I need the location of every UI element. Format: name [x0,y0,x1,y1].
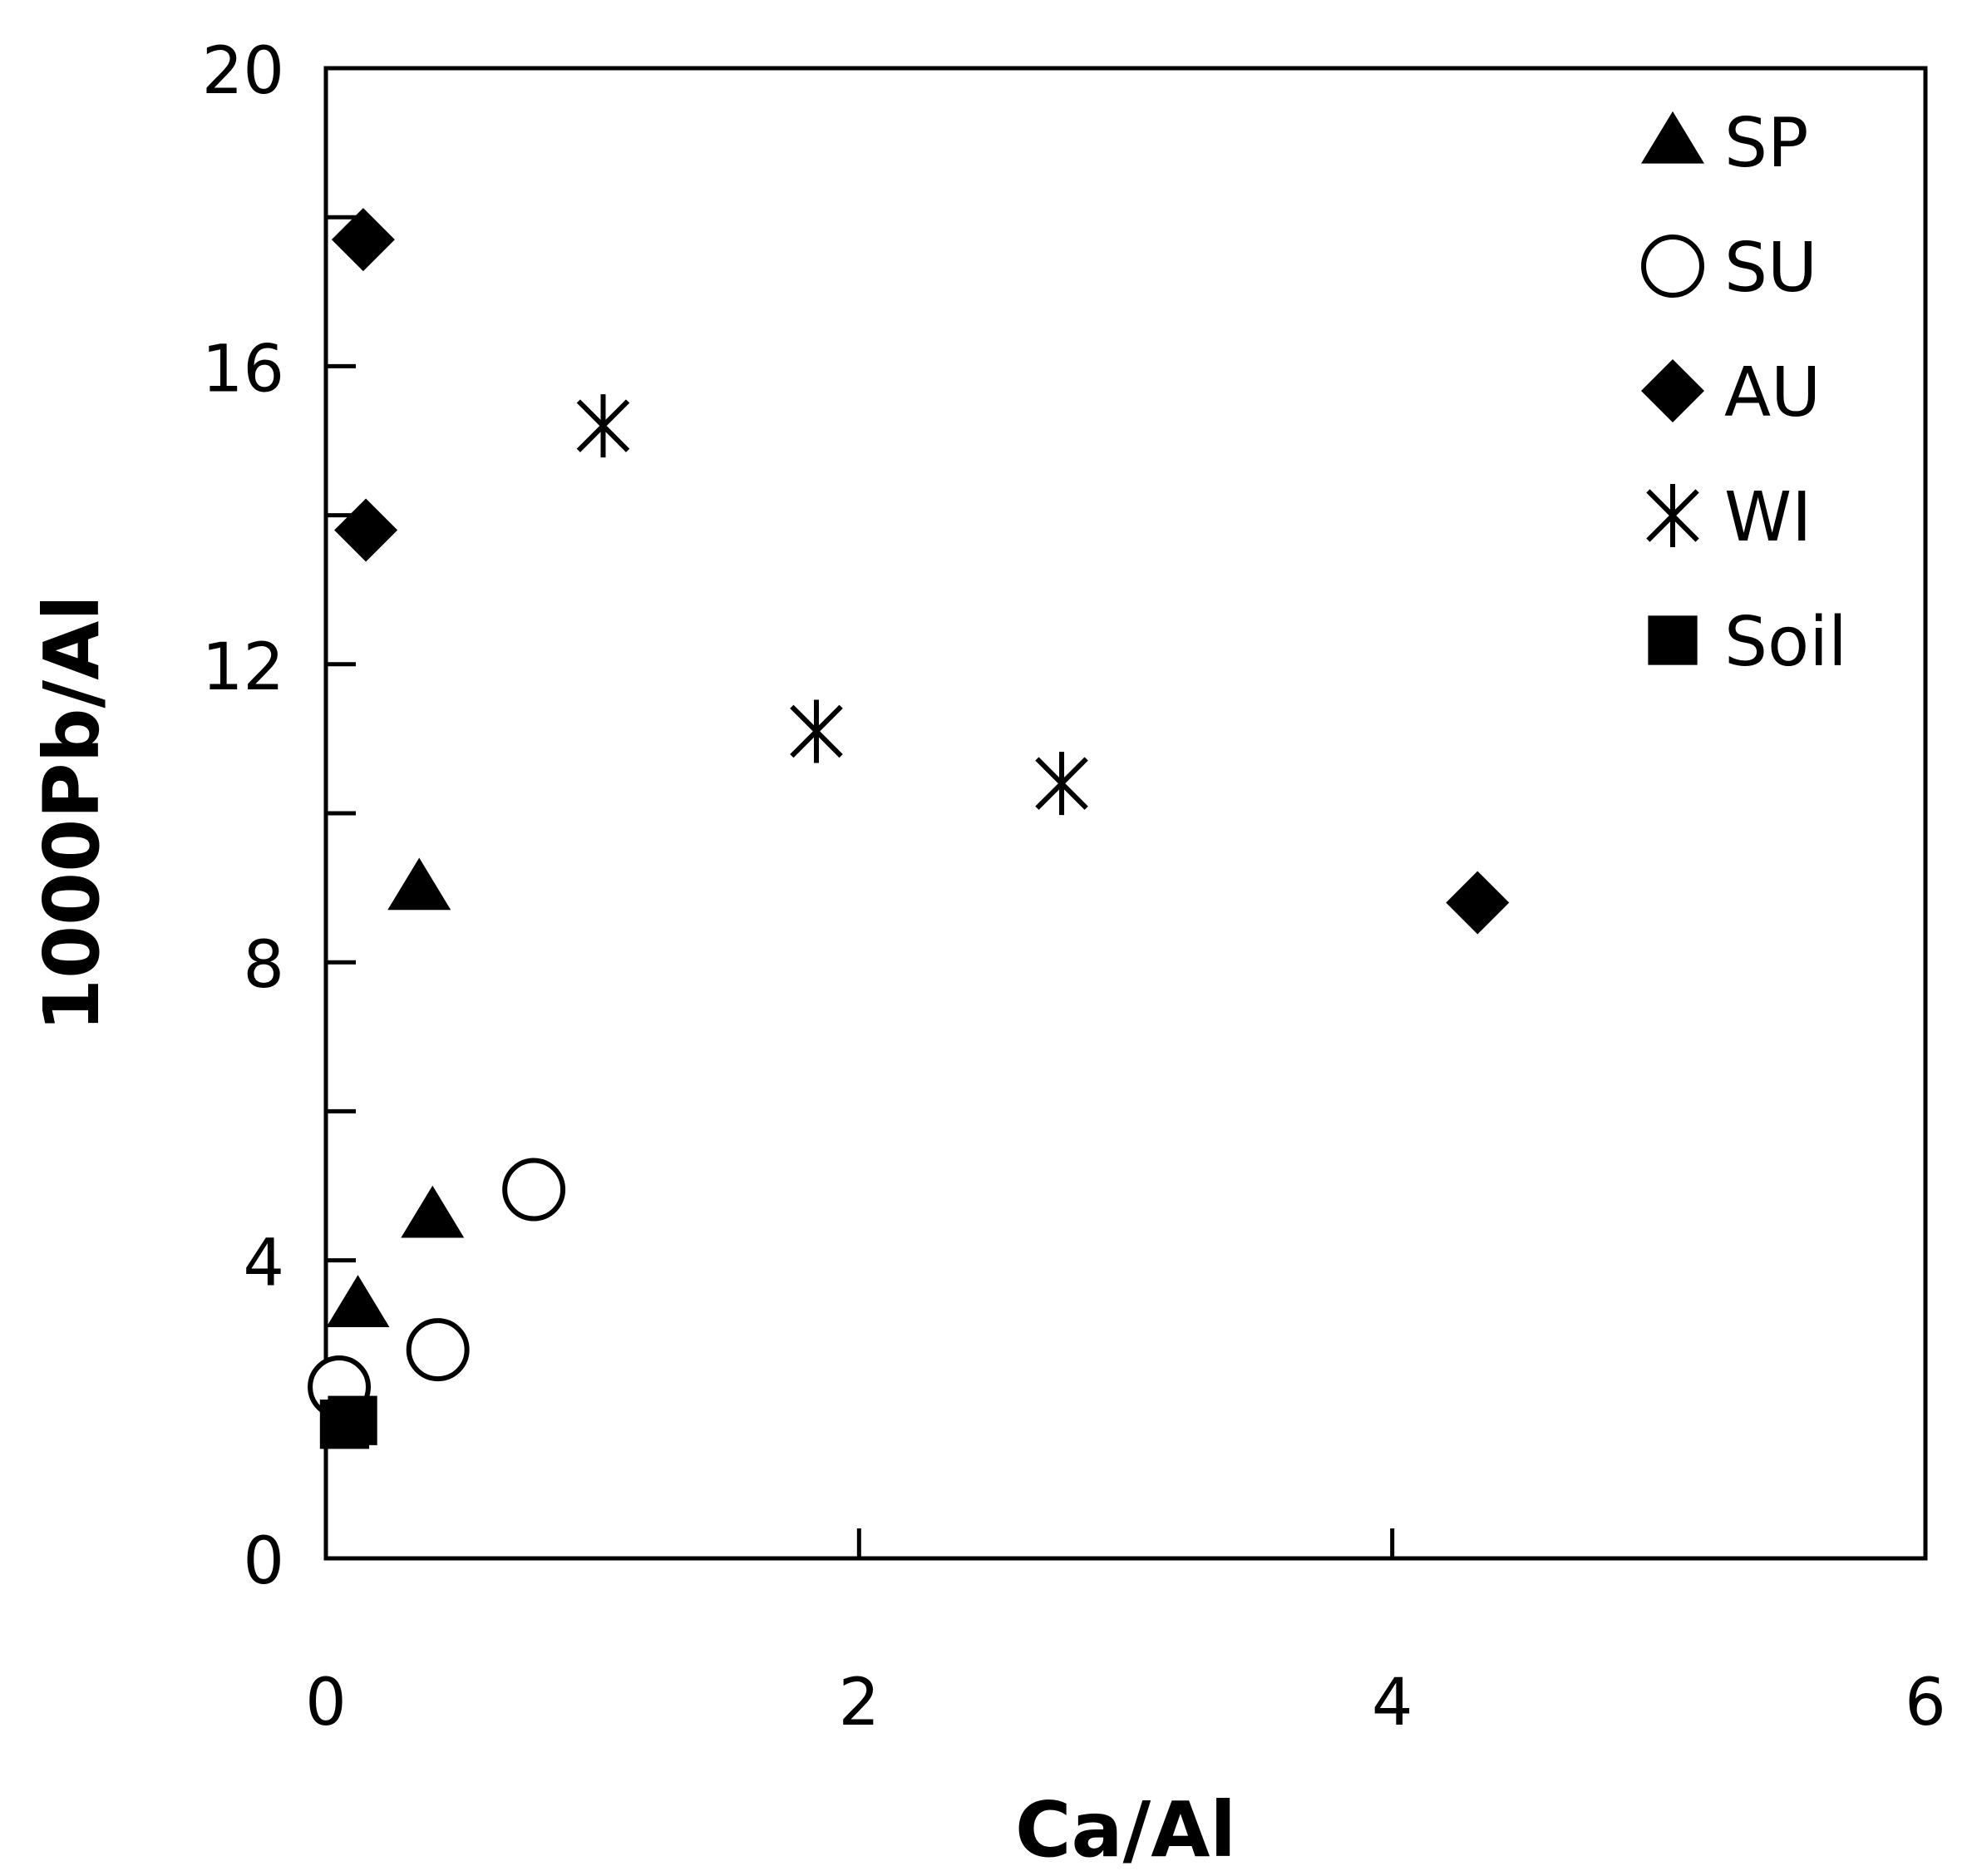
data-points [308,208,1510,1449]
point-su [406,1318,470,1382]
x-tick-label: 2 [839,1666,880,1740]
x-axis: 0 2 4 6 [305,1528,1946,1740]
x-tick-label: 0 [305,1666,347,1740]
legend-marker-sp [1641,111,1704,164]
legend-marker-soil [1648,615,1698,665]
y-tick-label: 8 [243,928,284,1003]
y-tick-label: 16 [202,332,284,407]
y-tick-label: 20 [202,34,284,109]
legend-label-au: AU [1724,353,1821,432]
point-wi [1035,752,1088,816]
legend-marker-su [1641,234,1704,298]
point-soil [319,1400,370,1449]
point-wi [576,394,630,458]
x-axis-title: Ca/Al [1015,1785,1236,1874]
y-axis: 0 4 8 12 16 20 [202,34,356,1599]
y-tick-label: 4 [243,1227,284,1301]
legend: SP SU AU WI Soil [1641,104,1847,682]
point-sp [401,1185,465,1238]
point-su [502,1158,566,1222]
point-sp [326,1275,390,1327]
y-axis-title: 1000Pb/Al [27,595,116,1032]
legend-label-soil: Soil [1724,603,1847,682]
legend-label-wi: WI [1724,478,1812,557]
legend-label-su: SU [1724,229,1817,308]
legend-label-sp: SP [1724,104,1809,183]
point-au [334,498,398,562]
point-au [1446,871,1510,935]
legend-marker-au [1641,359,1704,422]
point-au [331,208,395,272]
x-tick-label: 4 [1372,1666,1413,1740]
point-sp [387,857,451,911]
point-wi [790,699,843,763]
y-tick-label: 0 [243,1524,284,1599]
legend-marker-wi [1646,484,1699,547]
x-tick-label: 6 [1905,1666,1946,1740]
y-tick-label: 12 [202,630,284,705]
